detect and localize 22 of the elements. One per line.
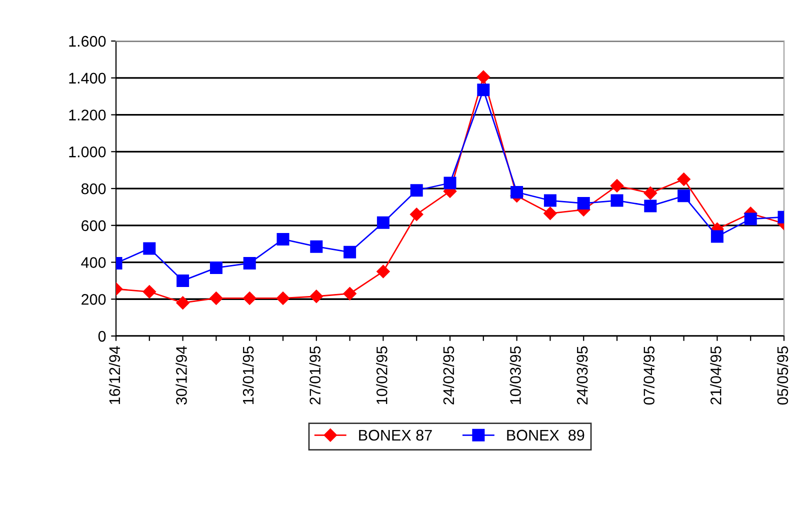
y-tick-label: 600 — [82, 220, 106, 232]
y-tick-label: 1.400 — [69, 72, 106, 84]
x-tick-label: 16/12/94 — [108, 346, 120, 404]
x-tick-label: 07/04/95 — [643, 346, 654, 405]
y-tick-label: 800 — [81, 183, 106, 194]
x-tick-label: 30/12/94 — [176, 346, 187, 405]
legend-label: BONEX 87 — [359, 430, 432, 441]
y-tick-label: 1.200 — [69, 110, 106, 120]
x-tick-label: 24/03/95 — [576, 346, 588, 404]
y-tick-label: 200 — [82, 294, 106, 305]
x-tick-label: 21/04/95 — [710, 346, 722, 404]
x-tick-label: 24/02/95 — [442, 346, 454, 404]
x-tick-label: 10/03/95 — [510, 346, 521, 404]
y-tick-label: 1.600 — [69, 36, 106, 47]
x-tick-label: 10/02/95 — [376, 346, 388, 404]
y-tick-label: 0 — [98, 330, 106, 342]
legend-label: BONEX 89 — [507, 430, 584, 441]
y-tick-label: 400 — [81, 257, 106, 268]
y-tick-label: 1.000 — [69, 146, 106, 158]
x-tick-label: 05/05/95 — [776, 346, 788, 405]
x-tick-label: 13/01/95 — [242, 346, 254, 404]
x-tick-label: 27/01/95 — [309, 346, 320, 404]
